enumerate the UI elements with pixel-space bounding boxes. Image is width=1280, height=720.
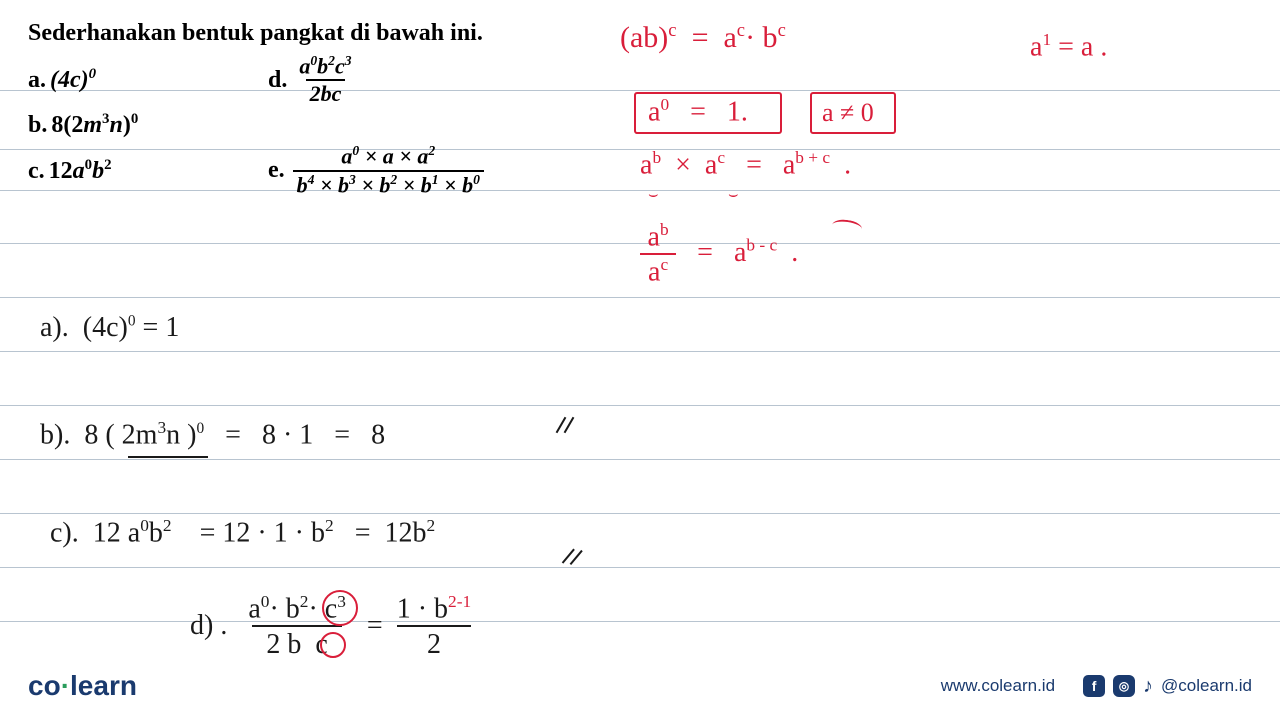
work-b: b). 8 ( 2m3n )0 = 8 · 1 = 8 (40, 418, 385, 451)
work-c: c). 12 a0b2 = 12 · 1 · b2 = 12b2 (50, 516, 435, 549)
social-icons: f ◎ ♪ @colearn.id (1083, 675, 1252, 698)
item-b-label: b. (28, 112, 47, 138)
item-a-expr: (4c)0 (50, 67, 96, 93)
facebook-icon: f (1083, 675, 1105, 697)
rule-a-first-power: a1 = a . (1030, 30, 1107, 63)
underline-b (128, 456, 208, 458)
tally-c (557, 554, 589, 575)
work-a: a). (4c)0 = 1 (40, 312, 179, 344)
question-title: Sederhanakan bentuk pangkat di bawah ini… (28, 20, 568, 47)
item-e-fraction: a0 × a × a2 b4 × b3 × b2 × b1 × b0 (293, 143, 484, 198)
footer: co·learn www.colearn.id f ◎ ♪ @colearn.i… (28, 670, 1252, 702)
item-b-expr: 8(2m3n)0 (51, 112, 138, 138)
footer-url: www.colearn.id (941, 676, 1055, 696)
underline-mark1: ⌣ (648, 186, 659, 204)
item-e-label: e. (268, 157, 285, 184)
rule-a-nonzero: a ≠ 0 (822, 98, 874, 128)
tally-b (552, 424, 582, 440)
brand-logo: co·learn (28, 670, 137, 702)
item-d-label: d. (268, 67, 287, 94)
item-a-label: a. (28, 67, 46, 93)
rule-product-powers: ab × ac = ab + c . (640, 148, 851, 181)
tiktok-icon: ♪ (1143, 675, 1153, 698)
rule-quotient-powers: ab ac = ab - c . (640, 220, 798, 289)
item-c-expr: 12a0b2 (49, 158, 112, 184)
social-handle: @colearn.id (1161, 676, 1252, 696)
item-c-label: c. (28, 158, 45, 184)
instagram-icon: ◎ (1113, 675, 1135, 697)
rule-ab-power: (ab)c = ac· bc (620, 20, 786, 55)
circle-b (320, 632, 346, 658)
item-d-fraction: a0b2c3 2bc (295, 53, 355, 107)
rule-a-zero: a0 = 1. (648, 95, 748, 128)
arc-mark (831, 218, 863, 236)
question-block: Sederhanakan bentuk pangkat di bawah ini… (28, 20, 568, 202)
underline-mark2: ⌣ (728, 186, 739, 204)
circle-b2 (322, 590, 358, 626)
